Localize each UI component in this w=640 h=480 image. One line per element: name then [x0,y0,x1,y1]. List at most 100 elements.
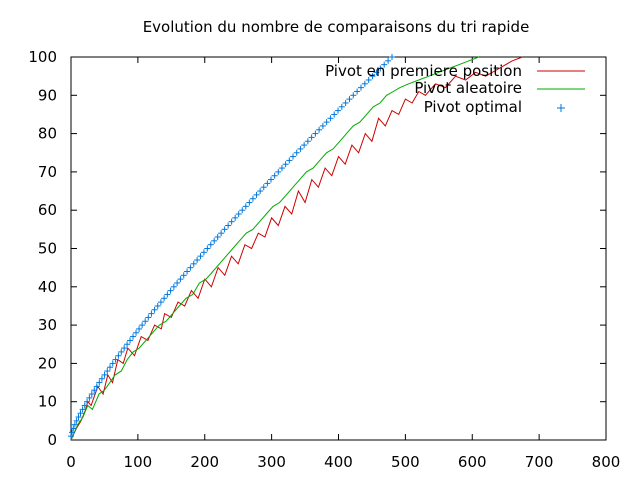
legend-label-series-2: Pivot aleatoire [414,79,522,97]
data-point [232,214,239,221]
data-point [297,145,304,152]
data-point [187,264,194,271]
data-point [84,398,91,405]
legend-label-series-1: Pivot en premiere position [325,62,522,80]
legend-label-series-3: Pivot optimal [424,98,522,116]
data-point [357,84,364,91]
data-point [346,96,353,103]
plot-frame [70,56,607,441]
data-point [81,402,88,409]
data-point [71,421,78,428]
data-point [194,256,201,263]
data-point [354,88,361,95]
data-point [218,230,225,237]
data-point [242,203,249,210]
chart-title: Evolution du nombre de comparaisons du t… [143,18,530,36]
data-point [197,253,204,260]
data-point [385,57,392,64]
data-point [68,429,75,436]
data-point [282,161,289,168]
data-point [271,172,278,179]
y-tick-label: 90 [38,86,57,104]
y-tick-label: 100 [28,48,57,66]
data-point [361,80,368,87]
data-point [127,337,134,344]
data-point [342,99,349,106]
data-point [239,207,246,214]
series-layer [68,54,523,441]
data-point [253,191,260,198]
data-point [350,92,357,99]
data-point [130,333,137,340]
data-point [109,360,116,367]
y-tick-label: 60 [38,201,57,219]
data-point [98,375,105,382]
data-point [293,149,300,156]
data-point [260,184,267,191]
y-tick-label: 30 [38,316,57,334]
data-point [264,180,271,187]
data-point [335,107,342,114]
data-point [204,245,211,252]
data-point [190,260,197,267]
y-tick-label: 80 [38,125,57,143]
y-tick-label: 50 [38,240,57,258]
data-point [142,318,149,325]
data-point [112,356,119,363]
data-point [275,168,282,175]
data-point [88,391,95,398]
series-line-1 [70,56,523,441]
data-point [133,329,140,336]
data-point [157,299,164,306]
data-point [214,234,221,241]
data-point [207,241,214,248]
y-tick-label: 40 [38,278,57,296]
data-point [290,153,297,160]
data-point [70,425,77,432]
data-point [73,417,80,424]
series-line-2 [70,56,480,441]
x-tick-label: 500 [391,453,420,471]
data-point [106,364,113,371]
data-point [323,119,330,126]
data-point [101,371,108,378]
data-point [373,69,380,76]
data-point [327,115,334,122]
data-point [211,237,218,244]
data-point [121,345,128,352]
data-point [377,65,384,72]
data-point [86,394,93,401]
data-point [177,276,184,283]
y-tick-label: 0 [47,431,57,449]
data-point [308,134,315,141]
y-tick-label: 70 [38,163,57,181]
legend-swatch-series-3 [557,104,565,112]
data-point [301,142,308,149]
data-point [91,387,98,394]
x-tick-label: 300 [257,453,286,471]
data-point [170,283,177,290]
data-point [75,414,82,421]
data-point [93,383,100,390]
data-point [118,348,125,355]
data-point [161,295,168,302]
data-point [304,138,311,145]
data-point [77,410,84,417]
data-point [148,310,155,317]
data-point [136,325,143,332]
data-point [389,54,395,60]
data-point [316,126,323,133]
data-point [319,122,326,129]
data-point [369,73,376,80]
data-point [228,218,235,225]
data-point [139,322,146,329]
data-point [286,157,293,164]
data-point [151,306,158,313]
data-point [225,222,232,229]
data-point [124,341,131,348]
data-point [221,226,228,233]
x-tick-label: 600 [458,453,487,471]
data-point [268,176,275,183]
data-point [257,188,264,195]
